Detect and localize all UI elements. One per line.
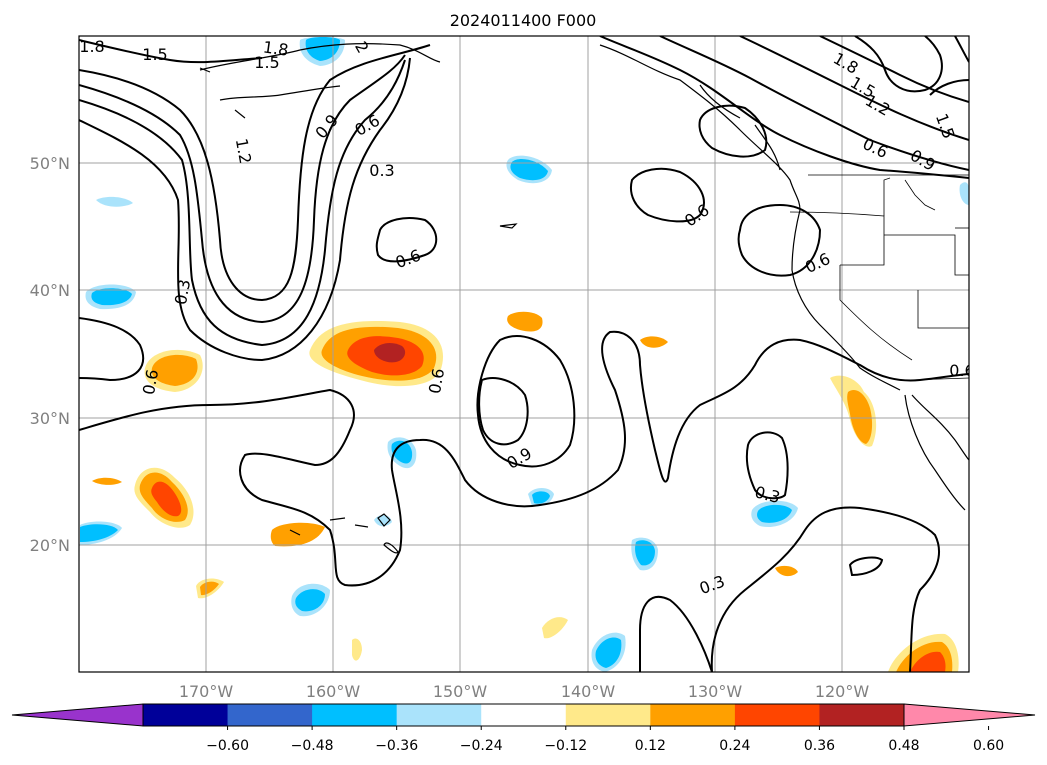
contour-label: 1.8 [79,37,104,56]
contour-label: 0.9 [907,146,939,175]
contour-label: 0.3 [171,278,194,306]
lon-label: 150°W [433,682,488,701]
negative-anomaly-patch [757,504,792,523]
negative-anomaly-patch [959,182,969,205]
contour-label: 0.3 [697,572,727,599]
lat-label: 30°N [30,409,70,428]
colorbar-extend-low [11,703,144,727]
colorbar-tick-label: 0.60 [973,738,1004,754]
colorbar-outline [142,703,905,727]
contour-label: 0.6 [425,367,448,395]
contour-label: 0.6 [393,246,423,273]
colorbar-tick-label: −0.48 [291,738,334,754]
contour-label: 1.5 [142,45,167,64]
colorbar-segment [650,704,736,726]
contour-label: 0.6 [949,361,974,380]
contour-label: 1.8 [262,37,290,59]
positive-anomaly-patch [151,354,198,386]
colorbar-segment [396,704,482,726]
contour-label: 2 [351,38,373,56]
colorbar-segment [481,704,567,726]
colorbar-tick-label: 0.36 [804,738,835,754]
negative-anomaly-patch [595,637,622,668]
map-area: 1.8 1.5 1.8 1.5 2 1.2 0.9 0.6 0.3 0.6 0.… [79,36,974,672]
positive-anomaly-patch [910,651,946,672]
negative-anomaly-patch [96,196,133,207]
negative-anomaly-patch [635,540,655,566]
positive-anomaly-patch [542,617,568,639]
negative-anomaly-patch [80,524,118,542]
lon-label: 130°W [688,682,743,701]
negative-anomaly-patch [91,288,132,306]
lon-label: 170°W [179,682,234,701]
lon-label: 160°W [306,682,361,701]
contour-label: 0.3 [369,161,394,180]
contour-lines [79,36,969,672]
figure-title: 2024011400 F000 [450,11,597,30]
colorbar-tick-label: −0.12 [544,738,587,754]
positive-anomaly-patch [847,389,873,444]
lon-label: 120°W [815,682,870,701]
positive-anomaly-patch [92,477,122,485]
contour-label: 0.6 [351,111,383,140]
lat-label: 20°N [30,536,70,555]
lon-label: 140°W [561,682,616,701]
lat-label: 50°N [30,154,70,173]
contour-label: 0.3 [753,482,783,507]
colorbar-tick-label: −0.60 [206,738,249,754]
positive-anomaly-patch [640,336,668,348]
negative-anomaly-patch [295,589,325,612]
colorbar-tick-label: 0.12 [635,738,666,754]
colorbar: −0.60 −0.48 −0.36 −0.24 −0.12 0.12 0.24 0.36 0.4… [11,703,1036,754]
contour-label: 1.2 [232,137,255,165]
graticule [79,36,969,672]
contour-label: 0.6 [802,249,833,277]
lat-label: 40°N [30,281,70,300]
contour-label: 0.6 [139,368,162,396]
colorbar-tick-label: 0.24 [719,738,750,754]
colorbar-segment [143,704,229,726]
colorbar-tick-label: −0.24 [460,738,503,754]
positive-anomaly-patch [151,481,182,517]
colorbar-segment [565,704,651,726]
contour-label: 0.6 [681,200,713,230]
colorbar-extend-high [903,703,1036,727]
colorbar-tick-label: −0.36 [375,738,418,754]
negative-anomaly-patch [305,37,340,61]
contour-label: 0.9 [503,444,535,473]
coastlines [199,43,969,554]
colorbar-segment [227,704,313,726]
contour-label: 1.5 [932,111,959,141]
colorbar-tick-label: 0.48 [888,738,919,754]
positive-anomaly-patch [374,342,406,363]
positive-anomaly-patch [200,581,219,596]
negative-anomaly-patch [391,440,413,464]
anomaly-fills [80,37,969,672]
latitude-labels: 50°N 40°N 30°N 20°N [30,154,70,555]
positive-anomaly-patch [775,565,798,577]
contour-label: 1.5 [254,53,279,72]
positive-anomaly-patch [507,311,543,332]
contour-label-group: 1.8 1.5 1.8 1.5 2 1.2 0.9 0.6 0.3 0.6 0.… [79,37,974,599]
positive-anomaly-patch [352,638,362,661]
colorbar-segment [734,704,820,726]
colorbar-segment [312,704,398,726]
map-frame [78,35,970,673]
colorbar-segment [819,704,905,726]
state-borders [789,174,969,381]
negative-anomaly-patch [532,491,550,504]
longitude-labels: 170°W 160°W 150°W 140°W 130°W 120°W [179,682,870,701]
negative-anomaly-patch [510,159,548,181]
